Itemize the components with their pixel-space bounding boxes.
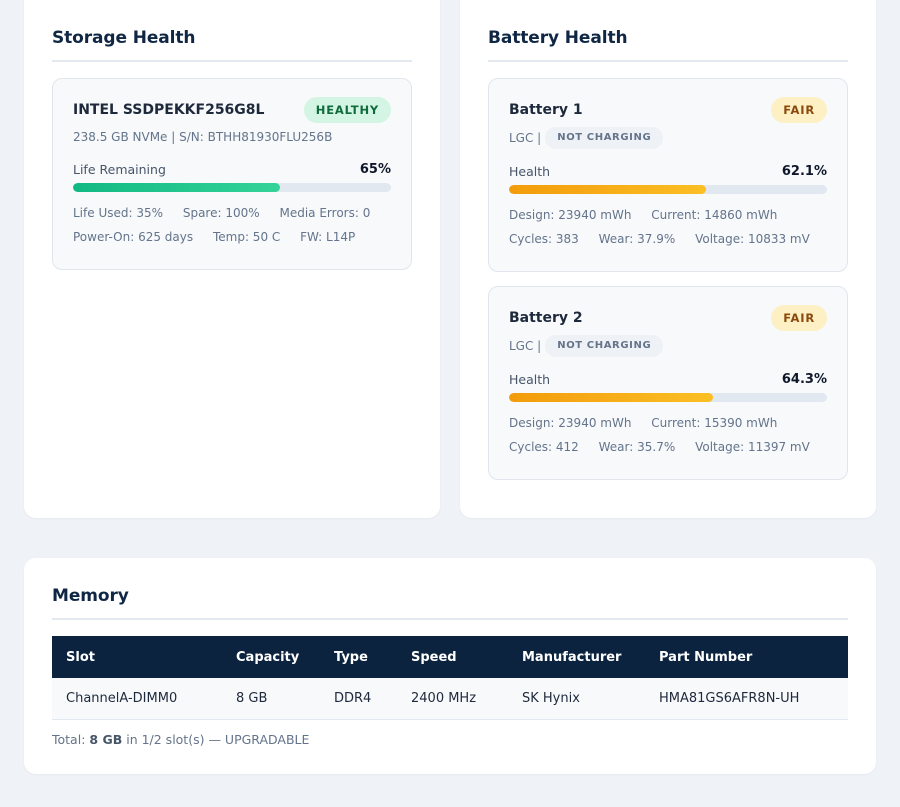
battery-stats-row-1: Design: 23940 mWh Current: 15390 mWh — [509, 416, 777, 430]
column-header-part-number: Part Number — [645, 636, 848, 678]
column-header-speed: Speed — [397, 636, 508, 678]
health-value: 62.1% — [781, 164, 827, 179]
part-number-cell: HMA81GS6AFR8N-UH — [645, 678, 848, 720]
battery-status-badge: FAIR — [771, 305, 827, 331]
column-header-capacity: Capacity — [222, 636, 320, 678]
health-bar-fill — [509, 393, 714, 402]
memory-total: Total: 8 GB in 1/2 slot(s) — UPGRADABLE — [52, 732, 309, 747]
storage-device-card: INTEL SSDPEKKF256G8L HEALTHY 238.5 GB NV… — [52, 78, 412, 270]
life-remaining-label: Life Remaining — [73, 162, 166, 177]
firmware-stat: FW: L14P — [300, 230, 356, 244]
storage-status-badge: HEALTHY — [303, 97, 391, 123]
battery-health-title: Battery Health — [488, 28, 628, 48]
storage-stats-row-1: Life Used: 35% Spare: 100% Media Errors:… — [73, 206, 370, 220]
charge-state-chip: NOT CHARGING — [545, 127, 664, 149]
storage-device-name: INTEL SSDPEKKF256G8L — [73, 102, 265, 118]
spare-stat: Spare: 100% — [182, 206, 260, 220]
memory-card: Memory Slot Capacity Type Speed Manufact… — [24, 558, 876, 774]
column-header-type: Type — [320, 636, 397, 678]
memory-total-prefix: Total: — [52, 732, 86, 747]
storage-health-divider — [52, 60, 412, 62]
storage-stats-row-2: Power-On: 625 days Temp: 50 C FW: L14P — [73, 230, 355, 244]
media-errors-stat: Media Errors: 0 — [279, 206, 371, 220]
current-capacity-stat: Current: 15390 mWh — [651, 416, 778, 430]
storage-health-title: Storage Health — [52, 28, 196, 48]
column-header-manufacturer: Manufacturer — [508, 636, 645, 678]
memory-divider — [52, 618, 848, 620]
battery-vendor: LGC | — [509, 131, 542, 145]
health-bar — [509, 393, 827, 402]
life-remaining-value: 65% — [359, 162, 391, 177]
memory-total-value: 8 GB — [89, 732, 123, 747]
battery-health-divider — [488, 60, 848, 62]
health-label: Health — [509, 372, 551, 387]
life-remaining-bar-fill — [73, 183, 280, 192]
charge-state-chip: NOT CHARGING — [545, 335, 664, 357]
manufacturer-cell: SK Hynix — [508, 678, 645, 720]
health-value: 64.3% — [781, 372, 827, 387]
health-bar-fill — [509, 185, 707, 194]
battery-subtitle: LGC | NOT CHARGING — [509, 335, 664, 357]
life-used-stat: Life Used: 35% — [73, 206, 164, 220]
health-bar — [509, 185, 827, 194]
memory-table: Slot Capacity Type Speed Manufacturer Pa… — [52, 636, 848, 720]
cycles-stat: Cycles: 383 — [509, 232, 579, 246]
design-capacity-stat: Design: 23940 mWh — [509, 208, 632, 222]
battery-vendor: LGC | — [509, 339, 542, 353]
temp-stat: Temp: 50 C — [212, 230, 281, 244]
memory-table-header: Slot Capacity Type Speed Manufacturer Pa… — [52, 636, 848, 678]
table-row: ChannelA-DIMM0 8 GB DDR4 2400 MHz SK Hyn… — [52, 678, 848, 720]
design-capacity-stat: Design: 23940 mWh — [509, 416, 632, 430]
wear-stat: Wear: 35.7% — [598, 440, 676, 454]
battery-stats-row-1: Design: 23940 mWh Current: 14860 mWh — [509, 208, 777, 222]
column-header-slot: Slot — [52, 636, 222, 678]
memory-title: Memory — [52, 586, 129, 606]
memory-total-suffix: in 1/2 slot(s) — UPGRADABLE — [126, 732, 310, 747]
voltage-stat: Voltage: 11397 mV — [695, 440, 810, 454]
capacity-cell: 8 GB — [222, 678, 320, 720]
voltage-stat: Voltage: 10833 mV — [695, 232, 810, 246]
wear-stat: Wear: 37.9% — [598, 232, 676, 246]
battery-name: Battery 1 — [509, 102, 583, 118]
battery-subtitle: LGC | NOT CHARGING — [509, 127, 664, 149]
health-label: Health — [509, 164, 551, 179]
power-on-stat: Power-On: 625 days — [73, 230, 194, 244]
slot-cell: ChannelA-DIMM0 — [52, 678, 222, 720]
battery-status-badge: FAIR — [771, 97, 827, 123]
battery-stats-row-2: Cycles: 383 Wear: 37.9% Voltage: 10833 m… — [509, 232, 810, 246]
battery-card: Battery 2 FAIR LGC | NOT CHARGING Health… — [488, 286, 848, 480]
current-capacity-stat: Current: 14860 mWh — [651, 208, 778, 222]
battery-stats-row-2: Cycles: 412 Wear: 35.7% Voltage: 11397 m… — [509, 440, 810, 454]
speed-cell: 2400 MHz — [397, 678, 508, 720]
battery-card: Battery 1 FAIR LGC | NOT CHARGING Health… — [488, 78, 848, 272]
type-cell: DDR4 — [320, 678, 397, 720]
cycles-stat: Cycles: 412 — [509, 440, 579, 454]
battery-name: Battery 2 — [509, 310, 583, 326]
life-remaining-bar — [73, 183, 391, 192]
battery-health-card: Battery Health Battery 1 FAIR LGC | NOT … — [460, 0, 876, 518]
storage-device-subtitle: 238.5 GB NVMe | S/N: BTHH81930FLU256B — [73, 130, 333, 144]
storage-health-card: Storage Health INTEL SSDPEKKF256G8L HEAL… — [24, 0, 440, 518]
